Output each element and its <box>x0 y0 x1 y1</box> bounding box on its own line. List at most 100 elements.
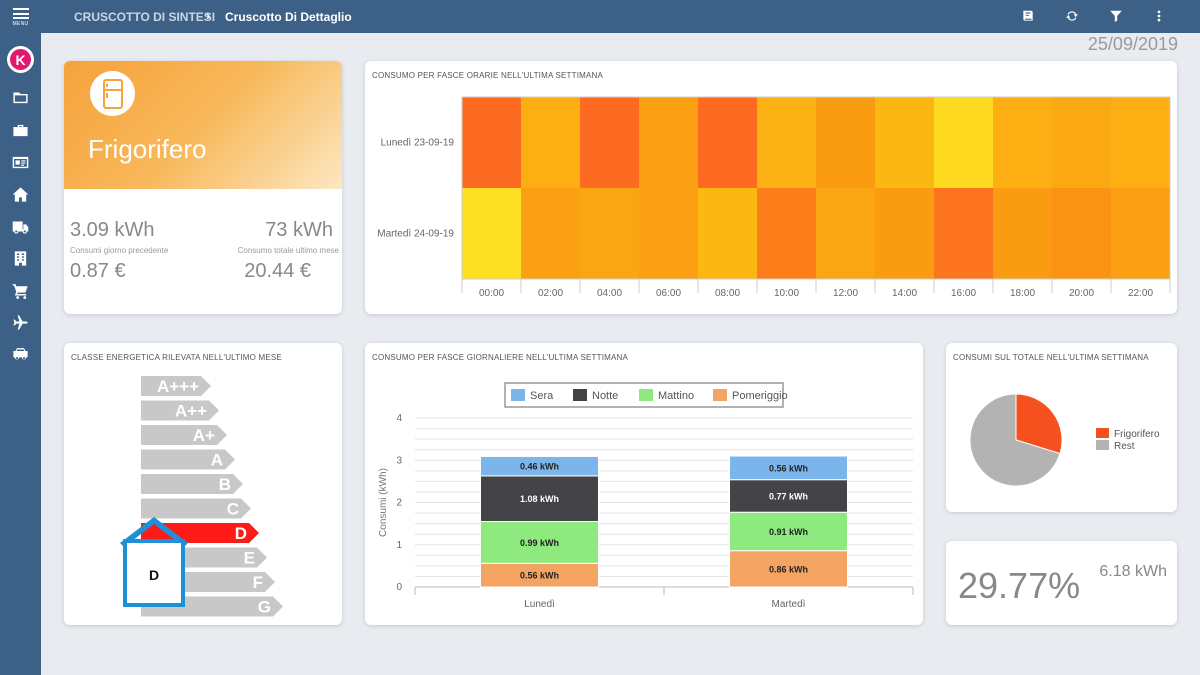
consumo-giorno-kwh: 3.09 kWh <box>70 219 155 241</box>
bar-legend-label[interactable]: Notte <box>592 390 618 402</box>
heatmap-cell[interactable] <box>1111 97 1171 189</box>
heatmap-cell[interactable] <box>993 188 1053 280</box>
energy-class-label: A++ <box>175 402 207 421</box>
bar-x-label: Lunedì <box>524 599 555 610</box>
bar-segment[interactable] <box>480 521 599 564</box>
heatmap-cell[interactable] <box>1111 188 1171 280</box>
heatmap-x-label: 18:00 <box>1010 288 1035 299</box>
home-icon[interactable] <box>10 185 30 203</box>
breadcrumb-parent[interactable]: CRUSCOTTO DI SINTESI <box>74 10 216 24</box>
bar-legend-swatch[interactable] <box>639 389 653 401</box>
pie-card: CONSUMI SUL TOTALE NELL'ULTIMA SETTIMANA… <box>946 343 1177 512</box>
heatmap-cell[interactable] <box>875 97 935 189</box>
cart-icon[interactable] <box>10 281 30 299</box>
bar-x-label: Martedì <box>772 599 806 610</box>
refresh-icon[interactable] <box>1064 8 1080 24</box>
appliance-header: Frigorifero <box>64 61 342 189</box>
book-icon[interactable] <box>1020 8 1036 24</box>
bar-legend-swatch[interactable] <box>573 389 587 401</box>
heatmap-cell[interactable] <box>521 188 581 280</box>
heatmap-row-label: Martedì 24-09-19 <box>377 229 454 240</box>
bar-data-label: 0.99 kWh <box>520 538 559 548</box>
building-icon[interactable] <box>10 249 30 267</box>
heatmap-cell[interactable] <box>1052 97 1112 189</box>
truck-icon[interactable] <box>10 217 30 235</box>
heatmap-cell[interactable] <box>1052 188 1112 280</box>
heatmap-x-label: 16:00 <box>951 288 976 299</box>
bar-legend-label[interactable]: Mattino <box>658 390 694 402</box>
heatmap-x-label: 00:00 <box>479 288 504 299</box>
briefcase-icon[interactable] <box>10 121 30 139</box>
filter-icon[interactable] <box>1108 8 1124 24</box>
logo-letter: K <box>10 49 31 70</box>
energy-class-label: A <box>211 451 223 470</box>
plane-icon[interactable] <box>10 313 30 331</box>
car-icon[interactable] <box>10 345 30 363</box>
heatmap-cell[interactable] <box>462 97 522 189</box>
heatmap-cell[interactable] <box>757 188 817 280</box>
bar-data-label: 0.77 kWh <box>769 491 808 501</box>
bar-data-label: 0.56 kWh <box>769 463 808 473</box>
pie-legend-label[interactable]: Frigorifero <box>1114 429 1160 440</box>
energy-class-title: CLASSE ENERGETICA RILEVATA NELL'ULTIMO M… <box>71 353 282 362</box>
bar-segment[interactable] <box>480 455 599 477</box>
heatmap-x-label: 10:00 <box>774 288 799 299</box>
pie-legend-label[interactable]: Rest <box>1114 441 1135 452</box>
totals-card: 29.77% 6.18 kWh <box>946 541 1177 625</box>
bar-legend-label[interactable]: Pomeriggio <box>732 390 788 402</box>
bar-data-label: 0.46 kWh <box>520 462 559 472</box>
pie-legend-swatch[interactable] <box>1096 440 1109 450</box>
heatmap-cell[interactable] <box>462 188 522 280</box>
appliance-card[interactable]: Frigorifero 3.09 kWh Consumi giorno prec… <box>64 61 342 314</box>
pie-slice[interactable] <box>1015 393 1063 455</box>
heatmap-chart: Lunedì 23-09-19 Martedì 24-09-19 00:00 02:0… <box>377 96 1171 299</box>
bar-segment[interactable] <box>729 479 848 513</box>
menu-button[interactable]: MENU <box>0 8 41 34</box>
heatmap-x-label: 12:00 <box>833 288 858 299</box>
more-vertical-icon[interactable] <box>1151 8 1167 24</box>
energy-class-bar <box>141 474 243 494</box>
heatmap-cell[interactable] <box>639 188 699 280</box>
bar-data-label: 0.86 kWh <box>769 564 808 574</box>
heatmap-card: CONSUMO PER FASCE ORARIE NELL'ULTIMA SET… <box>365 61 1177 314</box>
bar-y-tick: 3 <box>396 455 402 466</box>
heatmap-x-label: 20:00 <box>1069 288 1094 299</box>
consumo-giorno-label: Consumi giorno precedente <box>70 246 169 255</box>
heatmap-cell[interactable] <box>993 97 1053 189</box>
heatmap-cell[interactable] <box>639 97 699 189</box>
pie-legend-swatch[interactable] <box>1096 428 1109 438</box>
house-class-label: D <box>149 567 159 583</box>
top-bar: CRUSCOTTO DI SINTESI › Cruscotto Di Dett… <box>41 0 1200 33</box>
heatmap-cell[interactable] <box>698 188 758 280</box>
bar-segment[interactable] <box>480 475 599 523</box>
consumo-mese-eur: 20.44 € <box>244 260 311 282</box>
bar-legend-swatch[interactable] <box>713 389 727 401</box>
fridge-icon <box>90 71 135 116</box>
heatmap-cell[interactable] <box>698 97 758 189</box>
total-kwh: 6.18 kWh <box>1099 563 1167 580</box>
stacked-bar-card: CONSUMO PER FASCE GIORNALIERE NELL'ULTIM… <box>365 343 923 625</box>
heatmap-cell[interactable] <box>757 97 817 189</box>
folder-icon[interactable] <box>10 88 30 106</box>
bar-y-label: Consumi (kWh) <box>378 468 389 537</box>
bar-data-label: 0.91 kWh <box>769 527 808 537</box>
energy-class-card: CLASSE ENERGETICA RILEVATA NELL'ULTIMO M… <box>64 343 342 625</box>
heatmap-cell[interactable] <box>816 97 876 189</box>
heatmap-cell[interactable] <box>875 188 935 280</box>
bar-segment[interactable] <box>729 455 848 481</box>
bar-legend-swatch[interactable] <box>511 389 525 401</box>
bar-legend-label[interactable]: Sera <box>530 390 554 402</box>
id-card-icon[interactable] <box>10 153 30 171</box>
heatmap-cell[interactable] <box>580 97 640 189</box>
pie-slice[interactable] <box>969 393 1061 487</box>
heatmap-cell[interactable] <box>580 188 640 280</box>
energy-class-label: F <box>253 573 263 592</box>
heatmap-cell[interactable] <box>934 188 994 280</box>
heatmap-cell[interactable] <box>934 97 994 189</box>
heatmap-cell[interactable] <box>521 97 581 189</box>
heatmap-cell[interactable] <box>816 188 876 280</box>
app-logo[interactable]: K <box>7 46 34 73</box>
bar-segment[interactable] <box>729 511 848 552</box>
bar-segment[interactable] <box>729 550 848 588</box>
